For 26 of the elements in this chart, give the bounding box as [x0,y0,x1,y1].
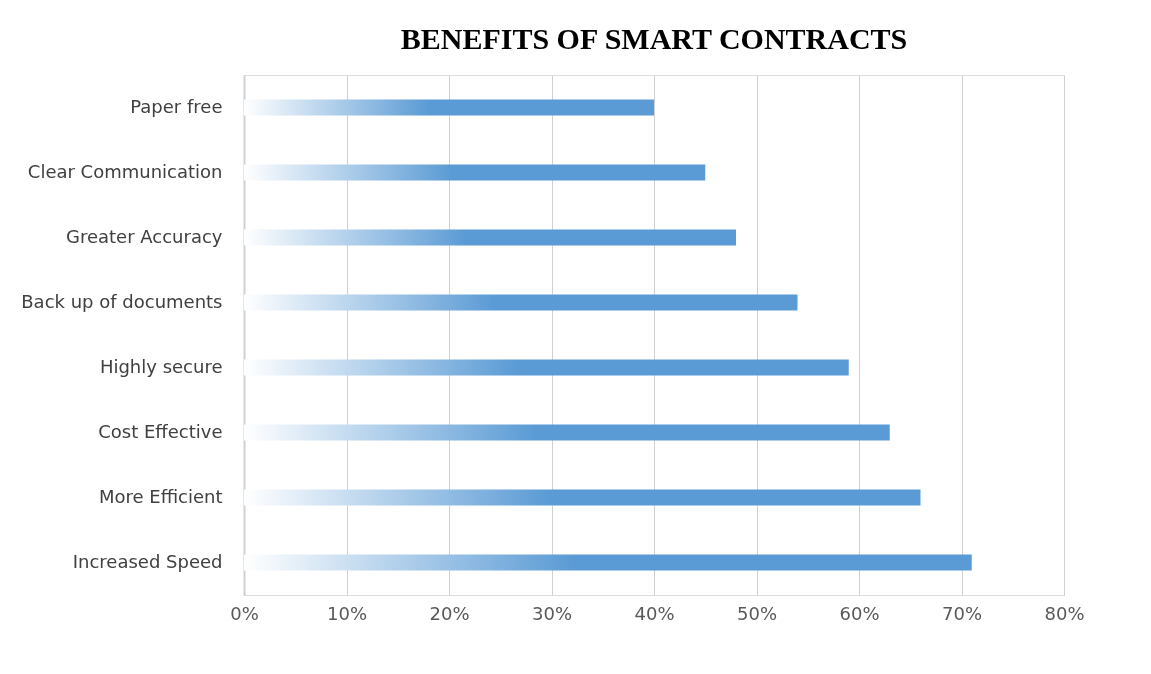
y-tick-label: Back up of documents [21,290,223,312]
x-tick-label: 80% [1044,602,1085,624]
x-tick-label: 0% [230,602,259,624]
chart-title: BENEFITS OF SMART CONTRACTS [400,22,908,55]
y-tick-label: Paper free [130,95,223,117]
y-tick-label: More Efficient [98,485,223,507]
bar [244,294,798,311]
y-tick-label: Greater Accuracy [66,225,223,247]
x-tick-label: 20% [429,602,470,624]
bar [244,359,849,376]
bar [244,554,972,571]
bar [244,164,706,181]
bar [244,99,654,116]
x-tick-label: 40% [634,602,675,624]
bar [244,424,890,441]
x-tick-label: 50% [736,602,778,624]
y-tick-label: Increased Speed [72,550,223,572]
x-tick-label: 60% [839,602,880,624]
bar [244,489,921,506]
y-tick-label: Clear Communication [27,160,223,182]
y-tick-label: Highly secure [99,355,223,377]
x-tick-label: 70% [941,602,983,624]
y-tick-label: Cost Effective [98,420,223,442]
bar [244,229,736,246]
x-tick-label: 10% [326,602,368,624]
x-tick-label: 30% [531,602,573,624]
